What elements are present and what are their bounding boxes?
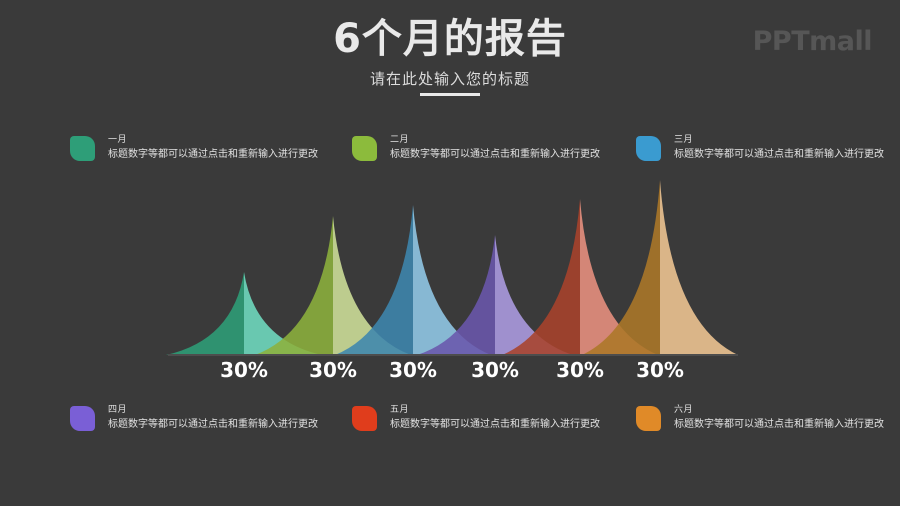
- peak-right-四月: [495, 235, 573, 355]
- legend-body-text: 标题数字等都可以通过点击和重新输入进行更改: [390, 149, 600, 160]
- peak-right-三月: [413, 205, 491, 355]
- legend-body-text: 标题数字等都可以通过点击和重新输入进行更改: [674, 149, 884, 160]
- legend-month-label: 四月: [108, 405, 128, 415]
- legend-body-text: 标题数字等都可以通过点击和重新输入进行更改: [390, 419, 600, 430]
- peak-left-一月: [166, 272, 244, 355]
- value-label-5: 30%: [636, 358, 684, 382]
- legend-month-label: 三月: [674, 135, 694, 145]
- value-label-1: 30%: [309, 358, 357, 382]
- title-divider: [420, 93, 480, 96]
- legend-swatch-icon: [636, 406, 661, 431]
- legend-swatch-icon: [352, 406, 377, 431]
- value-label-3: 30%: [471, 358, 519, 382]
- peak-left-四月: [417, 235, 495, 355]
- value-label-2: 30%: [389, 358, 437, 382]
- peak-left-五月: [502, 199, 580, 355]
- legend-body-text: 标题数字等都可以通过点击和重新输入进行更改: [108, 419, 318, 430]
- peak-left-六月: [582, 180, 660, 355]
- peak-left-三月: [335, 205, 413, 355]
- peak-right-一月: [244, 272, 322, 355]
- legend-month-label: 二月: [390, 135, 410, 145]
- legend-swatch-icon: [636, 136, 661, 161]
- peak-left-二月: [255, 216, 333, 355]
- legend-body-text: 标题数字等都可以通过点击和重新输入进行更改: [674, 419, 884, 430]
- peak-right-六月: [660, 180, 738, 355]
- legend-swatch-icon: [70, 136, 95, 161]
- legend-body-text: 标题数字等都可以通过点击和重新输入进行更改: [108, 149, 318, 160]
- chart-baseline: [168, 354, 738, 356]
- legend-month-label: 一月: [108, 135, 128, 145]
- value-label-0: 30%: [220, 358, 268, 382]
- value-label-4: 30%: [556, 358, 604, 382]
- legend-month-label: 五月: [390, 405, 410, 415]
- pptmall-logo: PPTmall: [752, 26, 873, 57]
- legend-swatch-icon: [70, 406, 95, 431]
- legend-month-label: 六月: [674, 405, 694, 415]
- page-subtitle: 请在此处输入您的标题: [369, 70, 530, 88]
- page-title: 6个月的报告: [333, 16, 567, 62]
- legend-swatch-icon: [352, 136, 377, 161]
- peak-right-五月: [580, 199, 658, 355]
- peak-right-二月: [333, 216, 411, 355]
